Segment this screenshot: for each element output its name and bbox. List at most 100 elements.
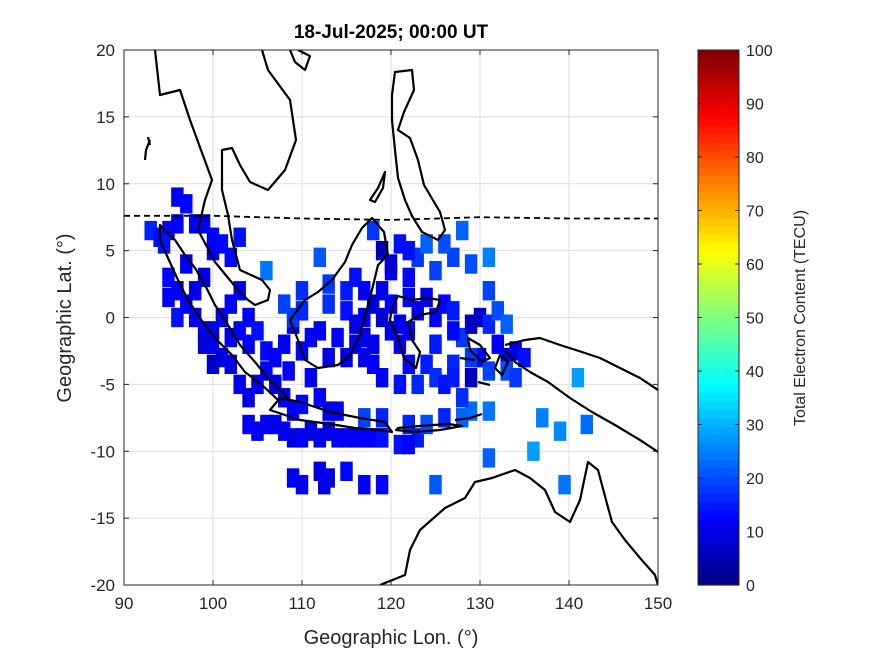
tec-cell xyxy=(366,220,380,241)
colorbar-segment xyxy=(698,467,739,477)
x-tick-label: 110 xyxy=(288,594,315,613)
tec-cell xyxy=(429,474,442,495)
tec-cell xyxy=(429,260,442,281)
magnetic-equator xyxy=(124,214,658,221)
tec-cells xyxy=(144,187,594,495)
tec-cell xyxy=(482,401,496,421)
colorbar-segment xyxy=(698,100,739,110)
tec-cell xyxy=(509,367,522,388)
tec-cell xyxy=(282,361,295,381)
tec-cell xyxy=(571,367,585,388)
tec-cell xyxy=(260,260,273,281)
y-tick-label: 20 xyxy=(96,41,115,60)
colorbar-segment xyxy=(698,384,739,394)
y-tick-label: 0 xyxy=(106,309,115,328)
y-axis-ticks: 20 15 10 5 0 -5 -10 -15 -20 xyxy=(90,41,658,595)
colorbar-segment xyxy=(698,141,739,151)
x-tick-label: 130 xyxy=(466,594,494,613)
tec-cell xyxy=(224,247,238,268)
colorbar-segment xyxy=(698,434,739,444)
colorbar-segment xyxy=(698,267,739,277)
colorbar-segment xyxy=(698,83,739,93)
colorbar-segment xyxy=(698,359,739,369)
y-tick-label: 10 xyxy=(96,175,115,194)
coast-malay-peninsula xyxy=(153,50,298,307)
coast-philippines xyxy=(390,68,447,242)
coast-new-guinea xyxy=(504,336,658,453)
colorbar-segment xyxy=(698,66,739,76)
tec-cell xyxy=(375,428,389,448)
tec-cell xyxy=(580,414,594,435)
tec-cell xyxy=(384,254,398,274)
tec-cell xyxy=(536,408,549,428)
y-tick-label: -10 xyxy=(90,442,115,461)
colorbar-segment xyxy=(698,309,739,319)
y-tick-label: 5 xyxy=(106,242,115,261)
coast-gulf-tonkin xyxy=(288,50,312,72)
colorbar-segment xyxy=(698,133,739,143)
colorbar-segment xyxy=(698,50,739,59)
tec-cell xyxy=(295,474,309,495)
colorbar-segment xyxy=(698,284,739,294)
colorbar-segment xyxy=(698,175,739,185)
tec-cell xyxy=(402,240,416,261)
tec-cell xyxy=(375,367,389,388)
colorbar-segment xyxy=(698,116,739,126)
colorbar-segment xyxy=(698,576,739,586)
colorbar-segment xyxy=(698,317,739,327)
tec-cell xyxy=(331,401,344,421)
colorbar-tick-label: 70 xyxy=(746,204,764,221)
tec-cell xyxy=(224,354,238,375)
coastlines xyxy=(143,50,658,585)
y-axis-label: Geographic Lat. (°) xyxy=(54,233,76,402)
colorbar-segment xyxy=(698,401,739,411)
colorbar-segment xyxy=(698,568,739,578)
colorbar-tick-label: 0 xyxy=(746,578,755,595)
tec-cell xyxy=(375,474,389,495)
colorbar xyxy=(698,50,739,586)
colorbar-segment xyxy=(698,484,739,494)
colorbar-tick-label: 20 xyxy=(746,471,764,488)
tec-cell xyxy=(482,361,496,381)
colorbar-tick-label: 30 xyxy=(746,418,764,435)
colorbar-segment xyxy=(698,125,739,135)
colorbar-tick-label: 90 xyxy=(746,97,764,114)
tec-cell xyxy=(295,281,309,301)
colorbar-segment xyxy=(698,526,739,536)
y-tick-label: -5 xyxy=(100,375,115,394)
colorbar-segment xyxy=(698,342,739,352)
tec-cell xyxy=(251,321,264,341)
colorbar-segment xyxy=(698,426,739,436)
colorbar-segment xyxy=(698,367,739,377)
tec-cell xyxy=(322,347,335,368)
coast-andaman-island xyxy=(143,136,152,161)
colorbar-segment xyxy=(698,242,739,252)
colorbar-segment xyxy=(698,258,739,268)
colorbar-segment xyxy=(698,543,739,553)
colorbar-tick-label: 60 xyxy=(746,257,764,274)
tec-cell xyxy=(447,321,460,341)
tec-cell xyxy=(500,314,513,334)
chart-title: 18-Jul-2025; 00:00 UT xyxy=(294,22,489,43)
tec-cell xyxy=(393,374,407,395)
colorbar-segment xyxy=(698,476,739,486)
coast-australia xyxy=(379,460,658,585)
tec-cell xyxy=(206,354,220,375)
tec-cell xyxy=(358,474,371,495)
x-tick-label: 140 xyxy=(555,594,583,613)
tec-cell xyxy=(171,214,184,234)
colorbar-label: Total Electron Content (TECU) xyxy=(792,210,809,426)
tec-cell xyxy=(455,220,469,241)
colorbar-segment xyxy=(698,451,739,461)
tec-cell xyxy=(411,374,424,395)
colorbar-segment xyxy=(698,559,739,569)
colorbar-segment xyxy=(698,518,739,528)
colorbar-tick-label: 100 xyxy=(746,43,773,60)
colorbar-segment xyxy=(698,158,739,168)
colorbar-segment xyxy=(698,459,739,469)
tec-cell xyxy=(553,421,567,441)
colorbar-segment xyxy=(698,192,739,202)
x-tick-label: 90 xyxy=(115,594,134,613)
y-tick-label: 15 xyxy=(96,108,115,127)
